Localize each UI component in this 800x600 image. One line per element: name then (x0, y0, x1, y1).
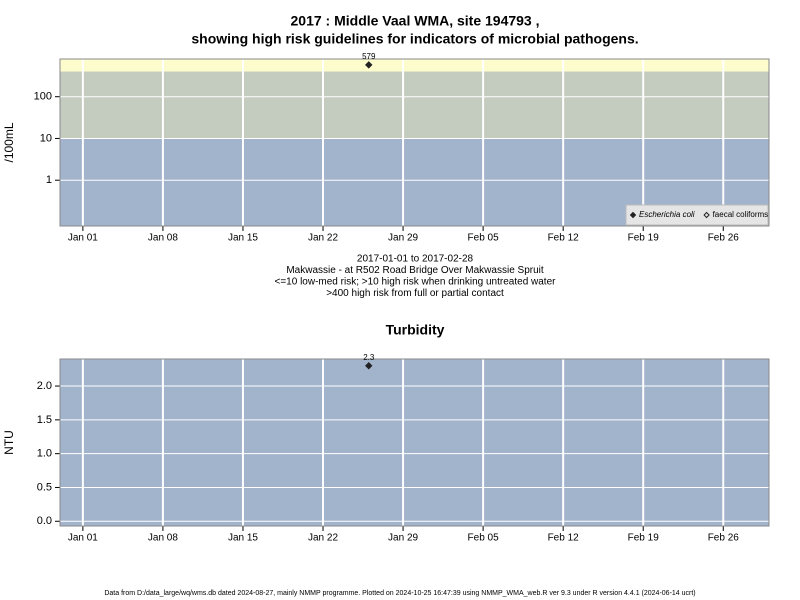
legend-box (625, 204, 769, 226)
plot-frame (59, 58, 770, 227)
y-axis-label: /100mL (2, 122, 16, 162)
x-tick-label: Jan 22 (308, 533, 338, 544)
risk-band (60, 71, 769, 139)
data-label: 2.3 (363, 353, 375, 362)
y-tick-label: 0.0 (37, 515, 52, 527)
y-tick-label: 1.0 (37, 448, 52, 460)
y-tick-label: 100 (34, 91, 52, 103)
x-tick-label: Jan 01 (68, 233, 98, 244)
x-tick-label: Feb 12 (548, 233, 580, 244)
x-tick-label: Feb 26 (708, 533, 740, 544)
chart-title: Turbidity (386, 322, 445, 338)
y-tick-label: 2.0 (37, 380, 52, 392)
x-tick-label: Jan 08 (148, 233, 178, 244)
data-label: 579 (362, 52, 376, 61)
plot-background (60, 359, 769, 526)
x-tick-label: Jan 15 (228, 233, 258, 244)
legend-marker (629, 211, 637, 219)
x-tick-label: Feb 05 (468, 233, 500, 244)
chart-title: 2017 : Middle Vaal WMA, site 194793 , (291, 13, 540, 29)
y-tick-label: 1.5 (37, 414, 52, 426)
x-tick-label: Feb 12 (548, 533, 580, 544)
x-tick-label: Feb 19 (628, 533, 660, 544)
x-tick-label: Jan 22 (308, 233, 338, 244)
y-tick-label: 10 (40, 132, 52, 144)
chart-note: 2017-01-01 to 2017-02-28 (357, 254, 474, 265)
data-point (365, 61, 373, 69)
data-point (365, 362, 373, 370)
legend-marker (703, 211, 710, 219)
x-tick-label: Jan 01 (68, 533, 98, 544)
x-tick-label: Feb 05 (468, 533, 500, 544)
x-tick-label: Jan 08 (148, 533, 178, 544)
legend-label: faecal coliforms (713, 210, 769, 219)
y-tick-label: 1 (46, 174, 52, 186)
y-tick-label: 0.5 (37, 481, 52, 493)
plot-frame (59, 358, 770, 527)
risk-band (60, 59, 769, 72)
chart-note: >400 high risk from full or partial cont… (326, 288, 504, 299)
x-tick-label: Feb 26 (708, 233, 740, 244)
x-tick-label: Jan 15 (228, 533, 258, 544)
chart-note: <=10 low-med risk; >10 high risk when dr… (275, 277, 557, 288)
chart-title: showing high risk guidelines for indicat… (191, 31, 638, 47)
x-tick-label: Jan 29 (388, 533, 418, 544)
x-tick-label: Jan 29 (388, 233, 418, 244)
footer: Data from D:/data_large/wq/wms.db dated … (104, 590, 695, 597)
legend-label: Escherichia coli (639, 210, 695, 219)
x-tick-label: Feb 19 (628, 233, 660, 244)
y-axis-label: NTU (2, 430, 16, 455)
chart-note: Makwassie - at R502 Road Bridge Over Mak… (286, 265, 544, 276)
